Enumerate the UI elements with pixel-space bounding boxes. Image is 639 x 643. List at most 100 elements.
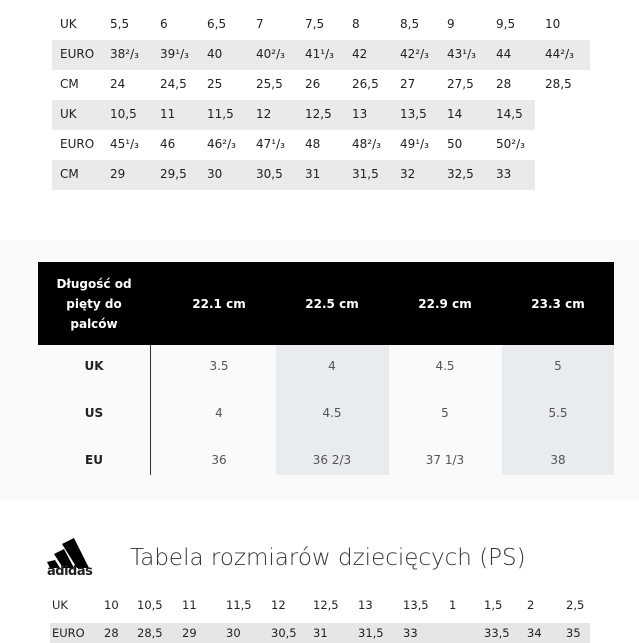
cell: 31,5 [358, 626, 384, 640]
cell: 28 [496, 77, 512, 91]
cell: 28 [104, 626, 119, 640]
cell: 4.5 [322, 406, 342, 420]
cell: 4 [215, 406, 223, 420]
cell: 36 [211, 453, 227, 467]
row-bg [52, 40, 590, 70]
cell: 48 [305, 137, 321, 151]
cell: 38 [550, 453, 566, 467]
cell: 29 [110, 167, 126, 181]
cell: 50²/₃ [496, 137, 525, 151]
cell: 39¹/₃ [160, 47, 189, 61]
cell: 12 [256, 107, 272, 121]
cell: 29,5 [160, 167, 187, 181]
cell: 11,5 [226, 598, 252, 612]
header-cell: 22.9 cm [418, 297, 472, 311]
cell: 31 [305, 167, 321, 181]
cell: 5 [441, 406, 449, 420]
row-bg [52, 100, 535, 130]
cell: 1 [449, 598, 457, 612]
cell: 30,5 [271, 626, 297, 640]
shaded-column [502, 345, 614, 475]
cell: 8 [352, 17, 360, 31]
cell: 49¹/₃ [400, 137, 429, 151]
header-cell: Długość od pięty do palców [56, 277, 132, 331]
cell: 26 [305, 77, 321, 91]
cell: 2 [527, 598, 535, 612]
row-label: UK [60, 107, 77, 121]
cell: 24,5 [160, 77, 187, 91]
cell: 46 [160, 137, 176, 151]
cell: 13 [352, 107, 368, 121]
cell: 42²/₃ [400, 47, 429, 61]
cell: 30 [226, 626, 241, 640]
cell: 31 [313, 626, 328, 640]
row-label: EURO [60, 137, 95, 151]
row-bg [52, 160, 535, 190]
row-label: UK [60, 17, 77, 31]
adidas-logo [47, 538, 89, 568]
cell: 12,5 [305, 107, 332, 121]
cell: 43¹/₃ [447, 47, 476, 61]
cell: 11 [182, 598, 197, 612]
cell: 10 [545, 17, 561, 31]
cell: 2,5 [566, 598, 585, 612]
cell: 10,5 [137, 598, 163, 612]
cell: 44 [496, 47, 512, 61]
cell: 5 [554, 359, 562, 373]
cell: 42 [352, 47, 368, 61]
cell: 30,5 [256, 167, 283, 181]
cell: 27 [400, 77, 416, 91]
header-cell: 22.1 cm [192, 297, 246, 311]
cell: 6 [160, 17, 168, 31]
row-label: CM [60, 77, 79, 91]
cell: 40²/₃ [256, 47, 285, 61]
title: Tabela rozmiarów dziecięcych (PS) [130, 545, 526, 571]
cell: 31,5 [352, 167, 379, 181]
cell: 11 [160, 107, 176, 121]
cell: 25,5 [256, 77, 283, 91]
row-label: EURO [52, 626, 85, 640]
cell: 35 [566, 626, 581, 640]
cell: 4 [328, 359, 336, 373]
row-bg [50, 623, 590, 643]
cell: 13 [358, 598, 373, 612]
cell: 25 [207, 77, 223, 91]
cell: 46²/₃ [207, 137, 236, 151]
cell: 5,5 [110, 17, 130, 31]
cell: 38²/₃ [110, 47, 139, 61]
cell: 4.5 [435, 359, 455, 373]
cell: 14,5 [496, 107, 523, 121]
cell: 37 1/3 [425, 453, 465, 467]
row-label: EURO [60, 47, 95, 61]
row-label: UK [52, 598, 68, 612]
cell: 33,5 [484, 626, 510, 640]
cell: 33 [496, 167, 512, 181]
cell: 48²/₃ [352, 137, 381, 151]
row-label: US [84, 406, 104, 420]
cell: 32 [400, 167, 416, 181]
header-cell: 22.5 cm [305, 297, 359, 311]
cell: 26,5 [352, 77, 379, 91]
cell: 12 [271, 598, 286, 612]
cell: 40 [207, 47, 223, 61]
cell: 1,5 [484, 598, 503, 612]
cell: 8,5 [400, 17, 420, 31]
cell: 29 [182, 626, 197, 640]
cell: 13,5 [403, 598, 429, 612]
row-label: CM [60, 167, 79, 181]
cell: 36 2/3 [312, 453, 352, 467]
cell: 34 [527, 626, 542, 640]
header-cell: 23.3 cm [531, 297, 585, 311]
cell: 6,5 [207, 17, 227, 31]
cell: 24 [110, 77, 126, 91]
cell: 45¹/₃ [110, 137, 139, 151]
cell: 11,5 [207, 107, 234, 121]
row-label: EU [85, 453, 103, 467]
cell: 41¹/₃ [305, 47, 334, 61]
cell: 30 [207, 167, 223, 181]
cell: 14 [447, 107, 463, 121]
row-label: UK [84, 359, 104, 373]
divider [150, 345, 151, 475]
cell: 44²/₃ [545, 47, 574, 61]
